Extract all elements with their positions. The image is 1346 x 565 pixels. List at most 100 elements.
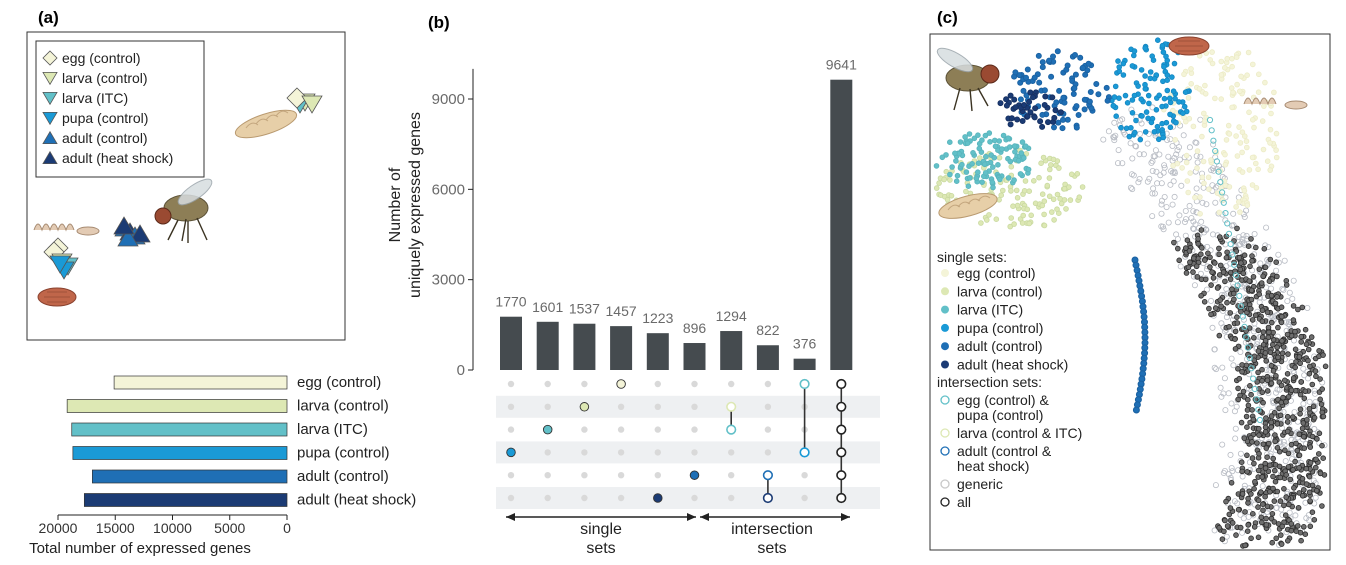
all-point [1263, 515, 1269, 522]
intersection-set-label: larva (control & ITC) [957, 425, 1082, 441]
all-point [1217, 234, 1223, 240]
matrix-filled-dot [799, 378, 810, 390]
egg-pupa-intersection-point [1219, 189, 1226, 196]
all-point [1239, 368, 1245, 375]
generic-point [1284, 488, 1291, 495]
matrix-empty-dot [801, 472, 808, 479]
generic-point [1311, 425, 1318, 432]
larva-control-point [1056, 165, 1062, 171]
single-sets-label-1: single [580, 521, 622, 538]
all-point [1290, 375, 1297, 381]
larva-itc-point [1012, 149, 1018, 155]
all-point [1240, 388, 1247, 395]
generic-point [1191, 282, 1198, 289]
egg-point [1249, 182, 1256, 188]
total-bar [66, 399, 288, 413]
all-point [1245, 243, 1252, 250]
all-point [1313, 456, 1319, 463]
all-point [1290, 317, 1297, 323]
generic-point [1127, 140, 1134, 147]
larva-control-point [1061, 186, 1068, 192]
upset-y-tick-label: 3000 [432, 272, 465, 289]
all-point [1270, 455, 1276, 462]
all-point [1248, 287, 1255, 294]
upset-y-tick-label: 0 [457, 362, 465, 379]
all-point [1322, 363, 1329, 370]
adult-control-point [1073, 124, 1080, 131]
generic-point [1301, 372, 1308, 379]
adult-control-point [1104, 97, 1111, 104]
egg-pupa-intersection-point [1217, 179, 1224, 186]
adult-heat-point [1057, 109, 1064, 116]
pupa-point [1161, 64, 1167, 70]
generic-point [1160, 226, 1167, 233]
all-point [1296, 431, 1303, 438]
matrix-empty-dot [654, 403, 661, 410]
all-point [1260, 341, 1267, 348]
larva-control-point [1039, 202, 1046, 209]
egg-point [1243, 138, 1250, 145]
larva-control-point [1007, 223, 1013, 230]
all-point [1244, 528, 1251, 534]
pupa-point [1146, 100, 1152, 107]
all-point [1237, 524, 1244, 531]
larva-itc-point [947, 171, 953, 178]
generic-point [1227, 451, 1234, 458]
total-bar-label: larva (ITC) [297, 421, 368, 438]
generic-point [1203, 286, 1210, 293]
matrix-filled-dot [762, 492, 774, 504]
all-point [1284, 428, 1291, 435]
adult-heat-point [1007, 121, 1014, 128]
pupa-point [1112, 83, 1119, 90]
generic-point [1111, 137, 1118, 144]
egg-point [1236, 124, 1242, 130]
all-point [1245, 402, 1252, 409]
adult-control-point [1012, 69, 1019, 76]
adult-control-point [1059, 125, 1066, 132]
pupa-point [1142, 81, 1148, 88]
all-point [1249, 253, 1255, 259]
adult-control-point [1039, 59, 1046, 66]
all-point [1246, 278, 1253, 284]
adult-control-point [1051, 124, 1058, 131]
egg-point [1239, 129, 1246, 136]
pupa-point [1148, 119, 1155, 126]
generic-point [1169, 142, 1176, 149]
larva-itc-point [990, 184, 996, 191]
pupa-point [1167, 124, 1174, 131]
all-point [1259, 334, 1266, 341]
all-point [1249, 439, 1255, 445]
generic-point [1294, 418, 1301, 425]
all-point [1268, 292, 1275, 299]
upset-bar [756, 345, 779, 370]
upset-bar-value: 1294 [716, 308, 747, 324]
generic-point [1193, 139, 1200, 146]
all-point [1284, 331, 1291, 338]
all-point [1226, 511, 1233, 518]
egg-pupa-intersection-point [1206, 116, 1214, 124]
all-point [1244, 407, 1251, 413]
generic-point [1211, 346, 1218, 353]
all-point [1256, 432, 1262, 438]
all-point [1273, 535, 1279, 542]
all-point [1299, 304, 1306, 311]
pupa-point [1120, 60, 1127, 67]
egg-point [1244, 72, 1250, 78]
generic-point [1284, 298, 1291, 305]
all-point [1301, 433, 1307, 440]
all-point [1265, 324, 1272, 331]
egg-point [1230, 89, 1236, 96]
adult-heat-point [1003, 96, 1010, 103]
all-point [1259, 307, 1266, 314]
matrix-filled-dot [506, 447, 516, 458]
generic-point [1138, 120, 1145, 127]
all-point [1278, 319, 1285, 326]
generic-point [1280, 438, 1287, 445]
egg-pupa-intersection-point [1243, 334, 1250, 341]
generic-point [1194, 159, 1201, 166]
generic-point [1286, 509, 1293, 516]
egg-point [1181, 71, 1187, 78]
generic-point [1241, 482, 1248, 489]
generic-point [1286, 289, 1293, 296]
egg-point [1170, 107, 1176, 114]
